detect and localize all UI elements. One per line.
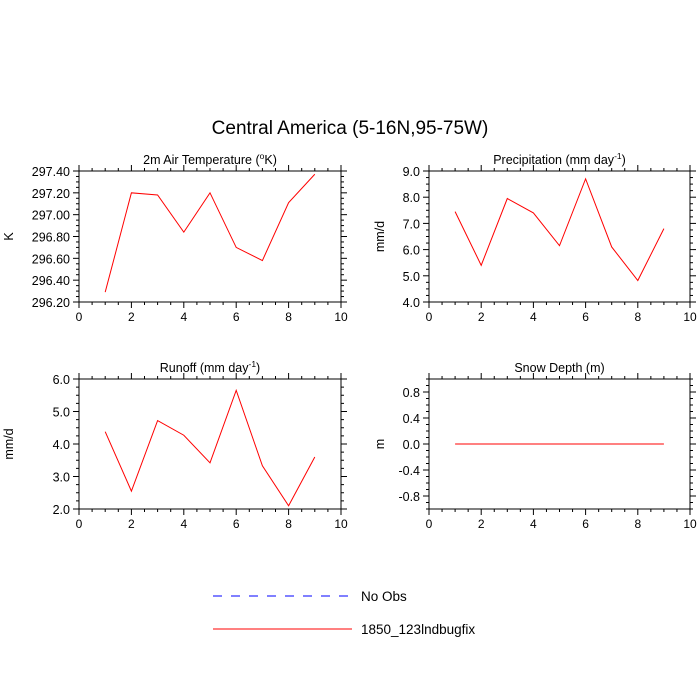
x-tick-label: 0 — [76, 310, 83, 324]
figure-title: Central America (5-16N,95-75W) — [212, 118, 489, 139]
y-tick-label: 9.0 — [403, 165, 420, 179]
panel-title: Precipitation (mm day-1) — [493, 151, 626, 167]
x-tick-label: 8 — [285, 310, 292, 324]
plot-frame — [78, 170, 342, 303]
x-tick-label: 0 — [426, 310, 433, 324]
y-tick-label: 2.0 — [53, 503, 70, 517]
y-tick-label: 5.0 — [53, 406, 70, 420]
panel-title: Runoff (mm day-1) — [160, 359, 260, 375]
x-tick-label: 4 — [530, 517, 537, 531]
y-tick-label: 4.0 — [53, 438, 70, 452]
x-tick-label: 10 — [683, 517, 697, 531]
y-tick-label: -0.4 — [398, 464, 420, 478]
x-tick-label: 10 — [683, 310, 697, 324]
y-tick-label: 0.4 — [403, 412, 420, 426]
panel-title: 2m Air Temperature (oK) — [143, 151, 277, 167]
x-tick-label: 2 — [478, 517, 485, 531]
plot-frame — [428, 170, 691, 303]
series-line — [454, 177, 665, 282]
y-tick-label: 297.40 — [32, 165, 70, 179]
x-tick-label: 10 — [334, 310, 348, 324]
x-tick-label: 2 — [478, 310, 485, 324]
y-tick-label: 0.0 — [403, 438, 420, 452]
y-tick-label: 7.0 — [403, 217, 420, 231]
y-axis-label: m — [373, 439, 387, 449]
panel-title: Snow Depth (m) — [514, 361, 604, 375]
x-tick-label: 2 — [128, 310, 135, 324]
legend-label: No Obs — [361, 589, 407, 604]
x-tick-label: 0 — [426, 517, 433, 531]
y-tick-label: 296.60 — [32, 252, 70, 266]
y-tick-label: 3.0 — [53, 471, 70, 485]
panel-2: 0 2 4 6 8 10 4.0 5.0 6.0 7.0 8.0 9.0 mm/d Precipitati… — [373, 151, 697, 324]
x-tick-label: 8 — [634, 310, 641, 324]
y-axis-label: mm/d — [373, 221, 387, 252]
x-tick-label: 4 — [180, 517, 187, 531]
x-tick-label: 4 — [530, 310, 537, 324]
y-tick-label: 0.8 — [403, 386, 420, 400]
y-axis-label: mm/d — [2, 428, 16, 459]
y-tick-label: 6.0 — [403, 244, 420, 258]
x-tick-label: 8 — [634, 517, 641, 531]
x-tick-label: 4 — [180, 310, 187, 324]
panel-3: 0 2 4 6 8 10 2.0 3.0 4.0 5.0 6.0 mm/d Runoff (mm day… — [2, 359, 348, 531]
y-axis-label: K — [2, 232, 16, 241]
series-line — [104, 388, 316, 507]
x-tick-label: 2 — [128, 517, 135, 531]
y-tick-label: 5.0 — [403, 270, 420, 284]
x-tick-label: 8 — [285, 517, 292, 531]
series-line — [104, 173, 316, 293]
x-tick-label: 0 — [76, 517, 83, 531]
y-tick-label: 6.0 — [53, 373, 70, 387]
y-tick-label: 4.0 — [403, 296, 420, 310]
plot-frame — [78, 378, 342, 510]
y-tick-label: 296.20 — [32, 296, 70, 310]
x-tick-label: 6 — [233, 310, 240, 324]
x-tick-label: 6 — [582, 517, 589, 531]
y-tick-label: 297.20 — [32, 187, 70, 201]
panel-1: 0 2 4 6 8 10 296.20 296.40 296.60 296.80 297.00 297… — [2, 151, 348, 324]
legend-item: 1850_123lndbugfix — [213, 622, 475, 637]
y-tick-label: -0.8 — [398, 490, 420, 504]
x-tick-label: 6 — [233, 517, 240, 531]
panel-4: 0 2 4 6 8 10 -0.8 -0.4 0.0 0.4 0.8 m Snow Depth (m) — [373, 361, 697, 531]
y-tick-label: 296.80 — [32, 231, 70, 245]
y-tick-label: 297.00 — [32, 209, 70, 223]
y-tick-label: 296.40 — [32, 274, 70, 288]
y-tick-label: 8.0 — [403, 191, 420, 205]
legend-label: 1850_123lndbugfix — [361, 622, 475, 637]
panels-group: 0 2 4 6 8 10 296.20 296.40 296.60 296.80 297.00 297… — [2, 151, 697, 531]
x-tick-label: 6 — [582, 310, 589, 324]
legend: No Obs 1850_123lndbugfix — [213, 589, 475, 637]
legend-item: No Obs — [213, 589, 407, 604]
x-tick-label: 10 — [334, 517, 348, 531]
